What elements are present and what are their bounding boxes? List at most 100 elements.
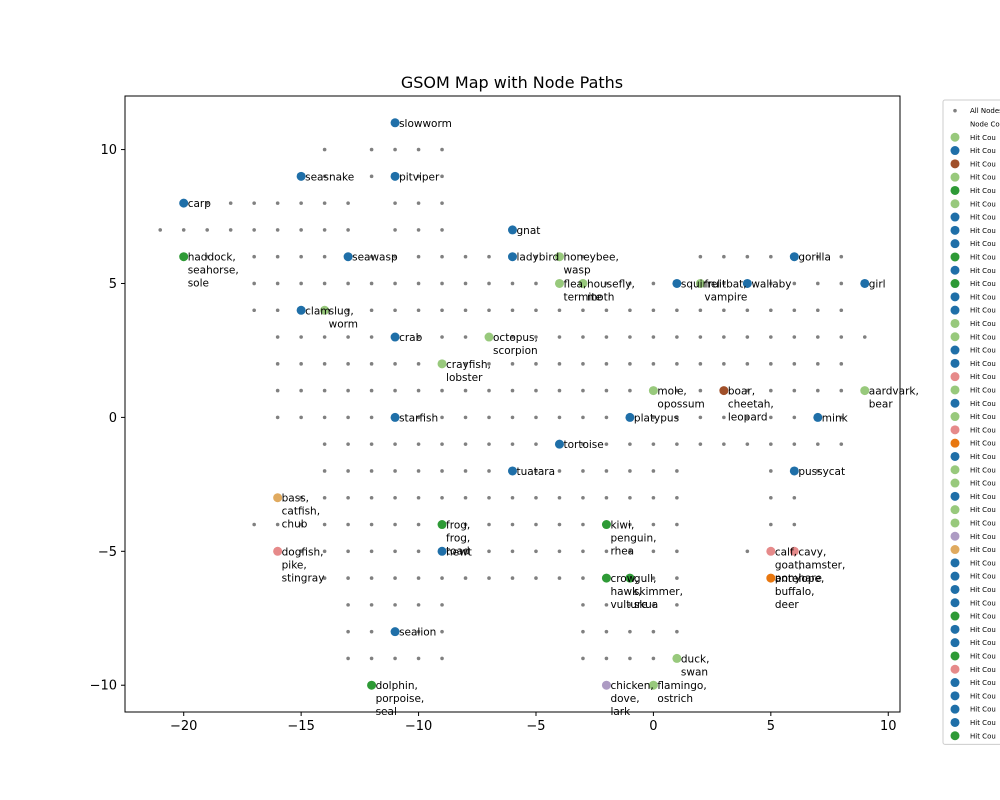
grid-node xyxy=(393,495,397,500)
node-label: gull, skimmer, skua xyxy=(634,573,683,611)
grid-node xyxy=(487,415,491,420)
grid-node xyxy=(698,308,703,313)
grid-node xyxy=(369,308,374,313)
grid-node xyxy=(416,549,421,554)
legend-label: Hit Cou xyxy=(970,253,996,261)
grid-node xyxy=(440,388,444,393)
grid-node xyxy=(487,281,491,286)
legend-marker xyxy=(950,478,960,488)
grid-node xyxy=(769,522,773,527)
grid-node xyxy=(628,388,632,393)
hit-node xyxy=(860,278,870,288)
grid-node xyxy=(534,335,538,339)
grid-node xyxy=(534,308,538,313)
grid-node xyxy=(416,522,421,527)
grid-node xyxy=(416,388,421,393)
grid-node xyxy=(769,495,773,500)
legend-label: Hit Cou xyxy=(970,320,996,328)
node-label: wallaby xyxy=(751,278,791,290)
grid-node xyxy=(205,254,209,259)
legend-marker xyxy=(950,505,960,515)
grid-node xyxy=(322,362,327,366)
hit-node xyxy=(789,546,799,556)
hit-node xyxy=(813,412,823,422)
grid-node xyxy=(416,603,421,607)
grid-node xyxy=(510,522,515,527)
grid-node xyxy=(651,603,656,607)
grid-node xyxy=(604,415,609,420)
grid-node xyxy=(557,308,562,313)
grid-node xyxy=(440,603,444,607)
legend-label: Hit Cou xyxy=(970,187,996,195)
hit-node xyxy=(484,332,494,342)
grid-node xyxy=(534,549,538,554)
grid-node xyxy=(393,442,397,446)
hit-node xyxy=(390,627,400,637)
grid-node xyxy=(322,201,327,205)
grid-node xyxy=(369,656,374,661)
grid-node xyxy=(675,362,679,366)
grid-node xyxy=(299,549,303,554)
hit-node xyxy=(508,225,517,235)
grid-node xyxy=(604,549,609,554)
grid-node xyxy=(322,228,327,232)
node-label: housefly, moth xyxy=(587,278,635,303)
grid-node xyxy=(722,308,726,313)
legend-label: Hit Cou xyxy=(970,227,996,235)
grid-node xyxy=(675,335,679,339)
grid-node xyxy=(252,201,256,205)
legend-marker xyxy=(950,132,960,142)
grid-node xyxy=(275,388,280,393)
grid-node xyxy=(651,308,656,313)
grid-node xyxy=(581,415,585,420)
grid-node xyxy=(839,362,844,366)
legend-marker xyxy=(950,212,960,222)
grid-node xyxy=(581,335,585,339)
grid-node xyxy=(628,629,632,634)
grid-node xyxy=(675,629,679,634)
grid-node xyxy=(369,174,374,179)
hit-node xyxy=(578,278,588,288)
grid-node xyxy=(769,254,773,259)
hit-node xyxy=(742,278,752,288)
node-label: chicken, dove, lark xyxy=(610,680,653,718)
grid-node xyxy=(816,335,820,339)
grid-node xyxy=(463,308,468,313)
node-label: gorilla xyxy=(798,252,831,264)
legend-label: Hit Cou xyxy=(970,666,996,674)
grid-node xyxy=(675,388,679,393)
legend-label: Hit Cou xyxy=(970,599,996,607)
grid-node xyxy=(581,656,585,661)
grid-node xyxy=(698,335,703,339)
grid-node xyxy=(510,415,515,420)
grid-node xyxy=(322,254,327,259)
grid-node xyxy=(628,522,632,527)
hit-node xyxy=(672,653,682,663)
hit-node xyxy=(508,466,517,476)
hit-node xyxy=(273,493,283,503)
grid-node xyxy=(416,362,421,366)
node-label: slug, worm xyxy=(329,305,358,330)
grid-node xyxy=(346,335,350,339)
grid-node xyxy=(651,522,656,527)
grid-node xyxy=(252,522,256,527)
grid-node xyxy=(651,549,656,554)
grid-node xyxy=(839,442,844,446)
grid-node xyxy=(275,228,280,232)
grid-node xyxy=(698,254,703,259)
grid-node xyxy=(440,254,444,259)
x-tick-label: 5 xyxy=(767,719,775,734)
legend-label: Hit Cou xyxy=(970,413,996,421)
grid-node xyxy=(816,469,820,473)
legend-label: Hit Cou xyxy=(970,519,996,527)
node-label: girl xyxy=(869,278,886,290)
node-label: squirrel xyxy=(681,278,720,290)
hit-node xyxy=(860,386,870,396)
grid-node xyxy=(604,656,609,661)
grid-node xyxy=(510,442,515,446)
legend-marker xyxy=(950,531,960,541)
grid-node xyxy=(393,603,397,607)
grid-node xyxy=(416,629,421,634)
legend-label: Hit Cou xyxy=(970,267,996,275)
grid-node xyxy=(604,308,609,313)
